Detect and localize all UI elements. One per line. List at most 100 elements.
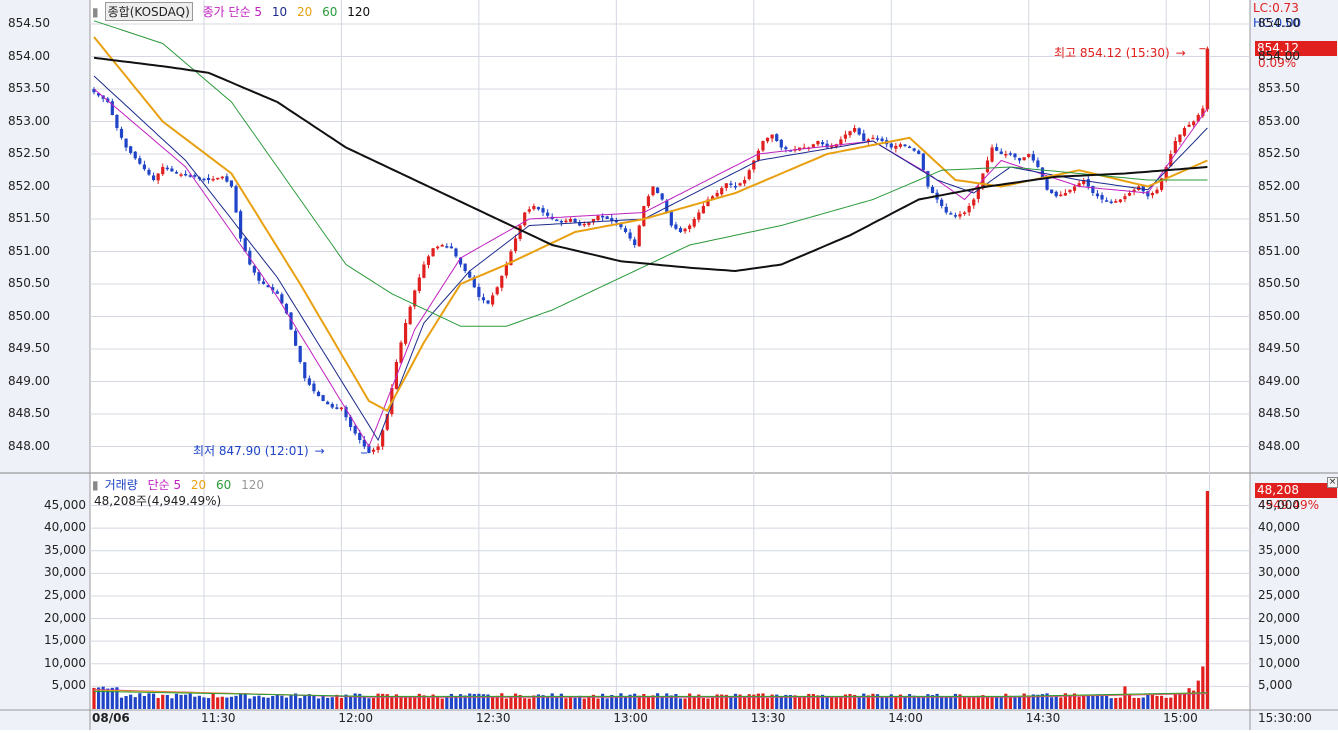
volume-bar: [1059, 697, 1063, 709]
candle-body: [353, 425, 357, 434]
candle-body: [605, 216, 609, 219]
volume-bar: [715, 694, 719, 709]
candle-body: [266, 285, 270, 288]
candle-body: [371, 449, 376, 452]
candle-body: [1063, 193, 1067, 196]
price-axis-label: 850.50: [8, 276, 50, 290]
price-axis-label: 851.50: [8, 211, 50, 225]
candle-body: [1146, 191, 1150, 197]
volume-bar: [376, 693, 380, 709]
candle-body: [1150, 193, 1155, 196]
volume-bar: [408, 697, 412, 709]
volume-bar: [1091, 694, 1095, 709]
volume-bar: [1050, 697, 1054, 709]
volume-bar: [174, 693, 179, 709]
volume-bar: [1114, 698, 1118, 709]
candle-body: [559, 221, 563, 223]
candle-body: [206, 177, 211, 180]
volume-bar: [261, 697, 266, 709]
candle-body: [491, 295, 495, 305]
candle-body: [921, 153, 925, 171]
candle-body: [665, 200, 669, 213]
candle-body: [619, 223, 623, 228]
candle-body: [151, 175, 156, 180]
volume-bar: [1072, 693, 1077, 709]
volume-bar: [894, 696, 898, 709]
volume-bar: [225, 697, 229, 709]
candle-body: [830, 145, 834, 148]
volume-bar: [307, 694, 311, 709]
price-axis-label: 854.00: [1258, 48, 1300, 63]
volume-bar: [743, 697, 747, 709]
volume-bar: [477, 693, 481, 709]
volume-label: 거래량: [104, 478, 138, 492]
volume-bar: [509, 696, 513, 709]
volume-bar: [568, 697, 573, 709]
legend-handle-icon[interactable]: ▮: [92, 478, 99, 492]
candle-body: [1173, 141, 1177, 154]
volume-bar: [454, 696, 458, 709]
price-axis-label: 851.00: [8, 243, 50, 258]
price-axis-label: 848.00: [1258, 438, 1300, 453]
candle-body: [399, 342, 403, 363]
volume-bar: [555, 697, 559, 709]
volume-axis-label: 20,000: [1258, 610, 1300, 625]
price-axis-label: 849.50: [1258, 341, 1300, 355]
volume-bar: [518, 695, 522, 709]
volume-bar: [495, 695, 499, 709]
volume-axis-label: 35,000: [44, 542, 86, 557]
volume-bar: [156, 697, 160, 709]
price-axis-label: 851.00: [1258, 243, 1300, 258]
volume-bar: [885, 696, 889, 709]
candle-body: [697, 212, 701, 220]
volume-bar: [92, 687, 96, 709]
volume-bar: [683, 698, 687, 709]
candle-body: [193, 175, 197, 177]
candle-body: [477, 286, 481, 297]
candle-body: [381, 430, 385, 447]
candle-body: [1155, 189, 1159, 194]
x-axis-tick: 11:30: [200, 711, 236, 725]
volume-ma-line: [93, 690, 1208, 697]
volume-axis-label: 45,000: [1258, 497, 1300, 512]
low-annotation: 최저 847.90 (12:01) →: [193, 442, 325, 459]
volume-bar: [536, 694, 541, 709]
candle-body: [811, 144, 815, 148]
volume-bar: [862, 693, 866, 709]
volume-bar: [1132, 697, 1136, 709]
candle-body: [898, 144, 903, 147]
legend-handle-icon[interactable]: ▮: [92, 5, 99, 19]
candle-body: [165, 167, 169, 170]
candle-body: [1091, 185, 1095, 193]
candle-body: [894, 145, 898, 149]
candle-body: [527, 209, 531, 212]
candle-body: [866, 139, 870, 142]
volume-bar: [481, 694, 486, 709]
price-axis-label: 848.50: [1258, 406, 1300, 420]
candle-body: [1068, 189, 1072, 193]
candle-body: [862, 133, 866, 141]
candle-body: [962, 212, 967, 214]
volume-bar: [1205, 491, 1210, 709]
candle-body: [710, 196, 715, 200]
candle-body: [298, 346, 302, 362]
symbol-box[interactable]: 종합(KOSDAQ): [104, 2, 193, 21]
candle-body: [674, 224, 678, 229]
candle-body: [129, 146, 133, 153]
candle-body: [481, 297, 486, 301]
x-axis-tick: 12:00: [338, 711, 374, 725]
volume-bar: [1164, 697, 1168, 709]
hc-value: HC:0.00: [1253, 16, 1302, 30]
candle-body: [848, 131, 852, 136]
candle-body: [1017, 158, 1022, 161]
volume-bar: [967, 696, 971, 709]
candle-body: [1201, 108, 1205, 117]
candle-body: [1008, 153, 1012, 155]
candle-body: [633, 239, 637, 245]
volume-bar: [271, 696, 275, 709]
candle-body: [573, 219, 577, 223]
candle-body: [124, 138, 128, 148]
close-icon[interactable]: ×: [1327, 477, 1338, 488]
volume-current: 48,208주(4,949.49%): [94, 494, 222, 508]
